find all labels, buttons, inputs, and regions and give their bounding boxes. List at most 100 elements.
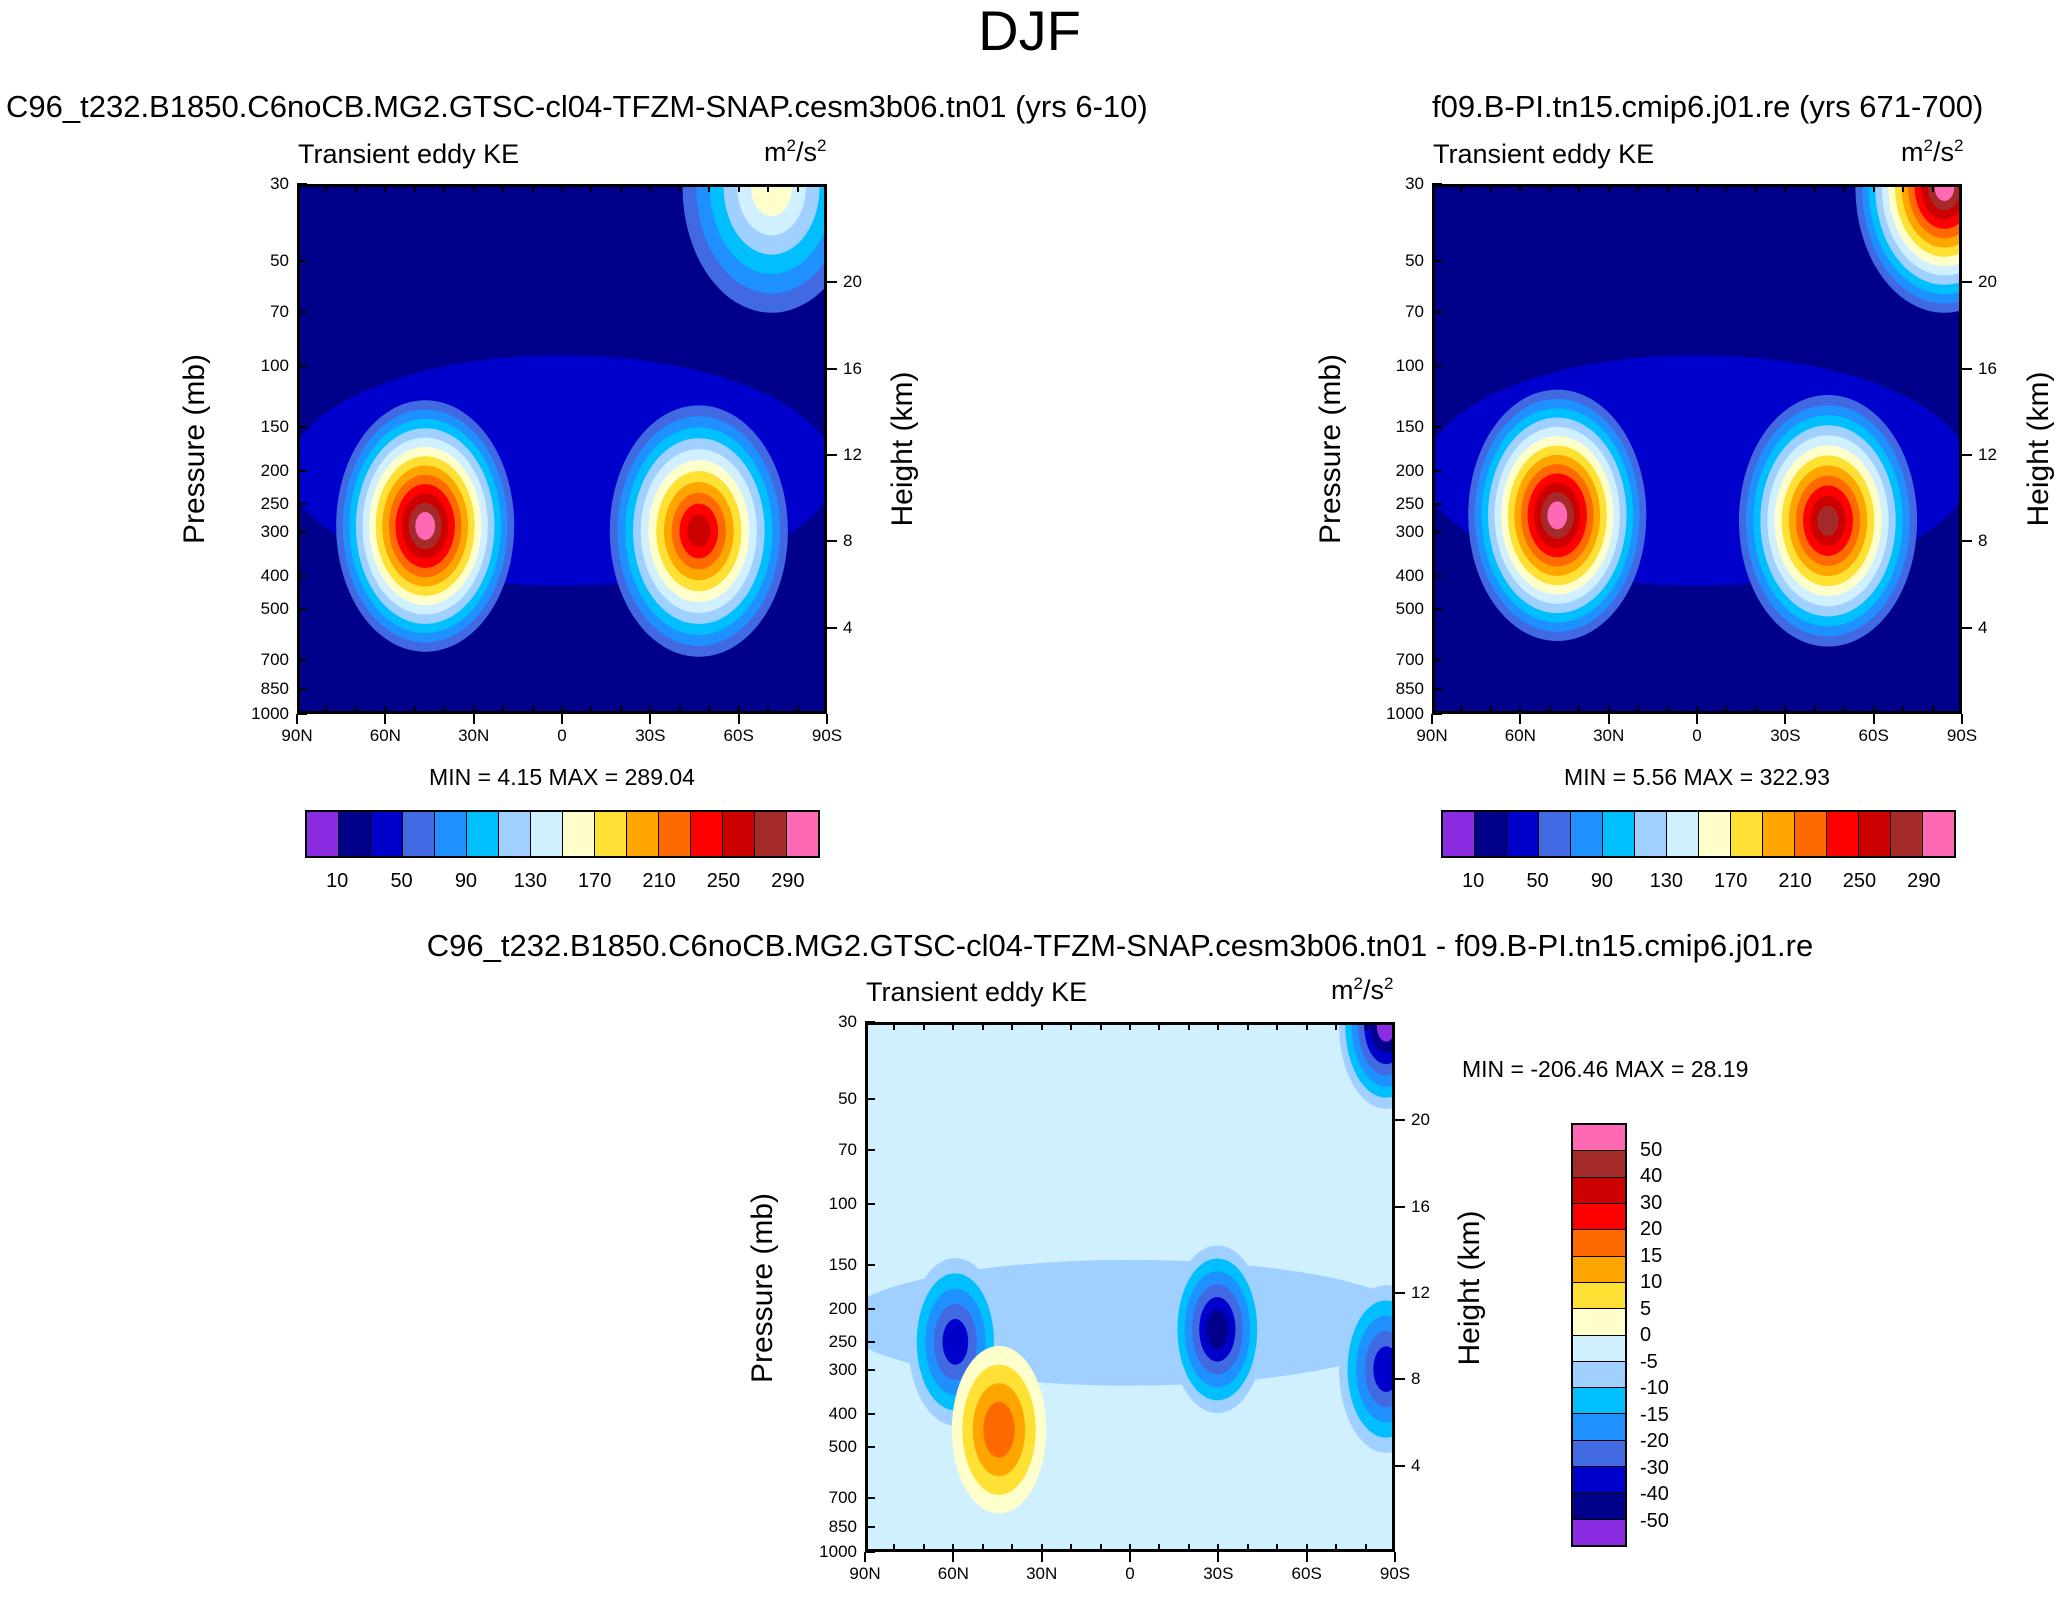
contour-blob-0-level-14 [1817, 505, 1839, 536]
latitude-tick-label: 30N [1593, 726, 1625, 745]
colorbar-label: 90 [454, 870, 478, 892]
latitude-tick-label: 0 [1125, 1564, 1135, 1583]
colorbar-swatch [1573, 1440, 1625, 1468]
pressure-tick-mark [865, 1369, 875, 1372]
latitude-minor-tick [1070, 1544, 1073, 1552]
pressure-tick-mark [297, 311, 307, 314]
latitude-tick-mark [1784, 714, 1787, 724]
pressure-tick-label: 300 [260, 522, 289, 542]
panel-2-contour-plot [1432, 184, 1962, 714]
colorbar-label: 10 [1640, 1271, 1663, 1293]
pressure-tick-label: 50 [270, 251, 289, 271]
latitude-minor-tick [952, 1022, 955, 1030]
latitude-minor-tick [649, 184, 652, 192]
colorbar-swatch [1573, 1151, 1625, 1178]
pressure-tick-mark [865, 1526, 875, 1529]
pressure-tick-label: 50 [838, 1089, 857, 1109]
pressure-tick-mark [1432, 426, 1442, 429]
height-tick-label: 16 [1411, 1196, 1430, 1216]
colorbar-label: 50 [1640, 1138, 1663, 1161]
colorbar-swatch [787, 812, 818, 856]
panel-1-ylabel: Pressure (mb) [178, 353, 211, 545]
latitude-minor-tick [893, 1022, 896, 1030]
colorbar-swatch [1731, 812, 1763, 856]
latitude-minor-tick [737, 706, 740, 714]
latitude-minor-tick [1843, 184, 1846, 192]
latitude-tick-label: 30N [458, 726, 490, 745]
height-tick-mark [827, 626, 837, 629]
latitude-minor-tick [1460, 184, 1463, 192]
pressure-tick-label: 850 [1395, 679, 1424, 699]
latitude-minor-tick [1637, 184, 1640, 192]
pressure-tick-label: 150 [1395, 417, 1424, 437]
latitude-minor-tick [1754, 706, 1757, 714]
pressure-tick-mark [1432, 311, 1442, 314]
latitude-minor-tick [678, 706, 681, 714]
colorbar-label: 170 [578, 870, 612, 892]
pressure-tick-label: 500 [1395, 599, 1424, 619]
latitude-minor-tick [1843, 706, 1846, 714]
colorbar-label: 130 [1649, 870, 1683, 892]
latitude-minor-tick [1217, 1544, 1220, 1552]
pressure-tick-mark [865, 1412, 875, 1415]
latitude-minor-tick [1872, 706, 1875, 714]
pressure-tick-mark [865, 1446, 875, 1449]
height-tick-label: 8 [1411, 1369, 1421, 1389]
colorbar-swatch [531, 812, 563, 856]
colorbar-swatch [1573, 1388, 1625, 1415]
colorbar-swatch [499, 812, 531, 856]
contour-blob-2-level-8 [751, 187, 793, 217]
colorbar-swatch [339, 812, 371, 856]
latitude-minor-tick [1246, 1544, 1249, 1552]
latitude-minor-tick [1725, 184, 1728, 192]
height-tick-mark [1962, 367, 1972, 370]
colorbar-swatch [1573, 1493, 1625, 1520]
latitude-minor-tick [796, 184, 799, 192]
pressure-tick-mark [1432, 183, 1442, 185]
latitude-minor-tick [1931, 184, 1934, 192]
contour-blob-2-level-13 [942, 1318, 969, 1365]
latitude-minor-tick [590, 706, 593, 714]
pressure-tick-label: 30 [270, 174, 289, 193]
latitude-minor-tick [1696, 184, 1698, 192]
colorbar-label: 30 [1640, 1191, 1663, 1214]
pressure-tick-label: 300 [1395, 522, 1424, 542]
latitude-minor-tick [1725, 706, 1728, 714]
pressure-tick-mark [1432, 659, 1442, 662]
latitude-minor-tick [354, 706, 357, 714]
latitude-tick-mark [864, 1552, 866, 1562]
latitude-tick-label: 60N [369, 726, 401, 745]
latitude-minor-tick [384, 706, 387, 714]
latitude-minor-tick [1902, 184, 1905, 192]
pressure-tick-mark [865, 1341, 875, 1344]
panel-2-units: m2/s2 [1901, 136, 1964, 167]
latitude-minor-tick [678, 184, 681, 192]
latitude-minor-tick [1364, 1022, 1367, 1030]
height-tick-mark [1395, 1119, 1405, 1122]
pressure-tick-mark [865, 1098, 875, 1101]
pressure-tick-label: 200 [1395, 460, 1424, 480]
latitude-minor-tick [1217, 1022, 1220, 1030]
colorbar-swatch [1573, 1519, 1625, 1545]
pressure-tick-mark [297, 531, 307, 534]
latitude-tick-mark [1872, 714, 1875, 724]
pressure-tick-mark [297, 503, 307, 506]
latitude-tick-label: 60S [1858, 726, 1889, 745]
latitude-tick-mark [296, 714, 298, 724]
colorbar-label: 50 [390, 870, 413, 892]
height-tick-label: 12 [1978, 444, 1997, 464]
latitude-tick-mark [561, 714, 563, 724]
pressure-tick-label: 70 [1405, 302, 1424, 322]
latitude-minor-tick [1040, 1544, 1043, 1552]
contour-field [1435, 187, 1959, 711]
latitude-minor-tick [1607, 184, 1610, 192]
latitude-minor-tick [1276, 1544, 1279, 1552]
pressure-tick-mark [865, 1021, 875, 1023]
latitude-minor-tick [443, 706, 446, 714]
colorbar-swatch [1573, 1282, 1625, 1310]
latitude-minor-tick [981, 1544, 984, 1552]
latitude-minor-tick [1305, 1544, 1308, 1552]
panel-2-minmax: MIN = 5.56 MAX = 322.93 [1564, 764, 1830, 790]
colorbar-swatch [1795, 812, 1827, 856]
height-tick-label: 16 [1978, 358, 1997, 378]
